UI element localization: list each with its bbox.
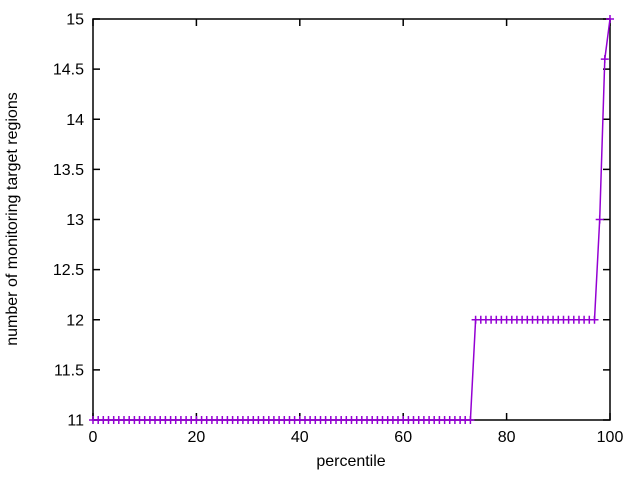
y-tick-label: 14 [66, 112, 84, 129]
x-tick-label: 0 [89, 429, 98, 446]
plot-border-rect [92, 18, 611, 421]
y-tick-label: 13 [66, 212, 84, 229]
y-tick-label: 14.5 [53, 62, 84, 79]
y-axis-tick-labels: 11 11.5 12 12.5 13 13.5 14 14.5 15 [53, 12, 84, 430]
y-tick-label: 13.5 [53, 162, 84, 179]
y-axis-ticks [93, 18, 610, 421]
x-axis-tick-labels: 0 20 40 60 80 100 [89, 429, 624, 446]
x-tick-label: 80 [498, 429, 516, 446]
x-tick-label: 100 [597, 429, 624, 446]
y-tick-label: 12 [66, 312, 84, 329]
series-line [93, 18, 611, 421]
x-tick-label: 20 [188, 429, 206, 446]
series-markers [89, 15, 614, 424]
y-tick-label: 11.5 [54, 362, 84, 379]
plot-border [92, 18, 611, 421]
y-tick-label: 12.5 [53, 262, 84, 279]
y-axis-title: number of monitoring target regions [4, 92, 21, 345]
x-tick-label: 40 [291, 429, 309, 446]
y-tick-label: 11 [67, 413, 84, 430]
data-series [89, 15, 614, 424]
x-axis-ticks [92, 19, 611, 420]
x-tick-label: 60 [394, 429, 412, 446]
y-tick-label: 15 [66, 12, 84, 29]
x-axis-title: percentile [316, 453, 385, 470]
